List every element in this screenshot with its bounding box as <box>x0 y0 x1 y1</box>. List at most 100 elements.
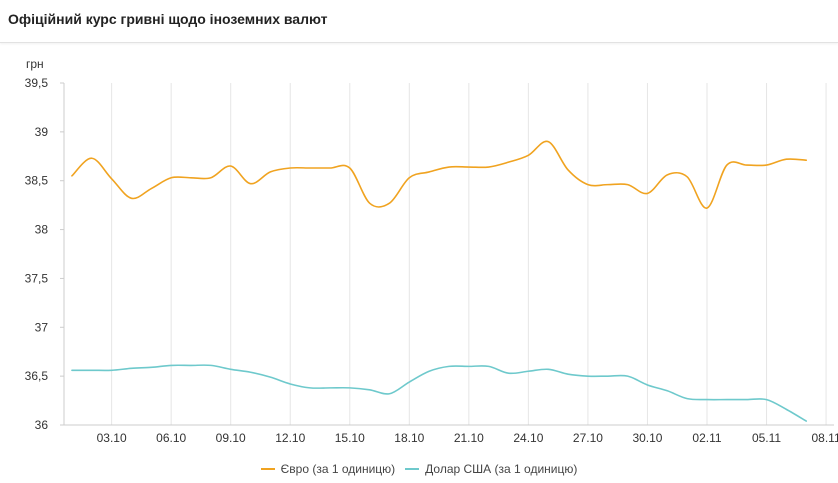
data-point[interactable] <box>802 417 810 425</box>
data-point[interactable] <box>663 387 671 395</box>
data-point[interactable] <box>147 363 155 371</box>
data-point[interactable] <box>584 372 592 380</box>
data-point[interactable] <box>723 161 731 169</box>
data-point[interactable] <box>227 162 235 170</box>
data-point[interactable] <box>425 168 433 176</box>
data-point[interactable] <box>247 180 255 188</box>
x-tick-label: 09.10 <box>216 431 246 445</box>
data-point[interactable] <box>445 362 453 370</box>
chart-title: Офіційний курс гривні щодо іноземних вал… <box>8 11 328 27</box>
data-point[interactable] <box>346 164 354 172</box>
data-point[interactable] <box>445 163 453 171</box>
data-point[interactable] <box>425 367 433 375</box>
data-point[interactable] <box>465 163 473 171</box>
legend-item-euro[interactable]: Євро (за 1 одиницю) <box>260 462 395 476</box>
y-tick-label: 37 <box>35 320 49 334</box>
data-point[interactable] <box>326 164 334 172</box>
data-point[interactable] <box>763 396 771 404</box>
data-point[interactable] <box>782 155 790 163</box>
data-point[interactable] <box>624 181 632 189</box>
data-point[interactable] <box>624 372 632 380</box>
data-point[interactable] <box>485 163 493 171</box>
data-point[interactable] <box>604 181 612 189</box>
data-point[interactable] <box>743 161 751 169</box>
x-tick-label: 05.11 <box>752 431 781 445</box>
data-point[interactable] <box>723 396 731 404</box>
x-tick-label: 18.10 <box>394 431 424 445</box>
data-point[interactable] <box>187 361 195 369</box>
data-point[interactable] <box>147 185 155 193</box>
series-layer <box>68 138 810 425</box>
y-unit-label: грн <box>26 57 44 71</box>
data-point[interactable] <box>68 172 76 180</box>
y-tick-label: 36 <box>35 418 49 432</box>
data-point[interactable] <box>326 384 334 392</box>
data-point[interactable] <box>207 361 215 369</box>
data-point[interactable] <box>802 156 810 164</box>
data-point[interactable] <box>88 154 96 162</box>
x-tick-label: 02.11 <box>692 431 721 445</box>
data-point[interactable] <box>564 166 572 174</box>
data-point[interactable] <box>266 373 274 381</box>
y-tick-label: 39,5 <box>25 76 49 90</box>
data-point[interactable] <box>385 390 393 398</box>
data-point[interactable] <box>366 386 374 394</box>
data-point[interactable] <box>306 384 314 392</box>
data-point[interactable] <box>108 175 116 183</box>
x-tick-label: 21.10 <box>454 431 484 445</box>
data-point[interactable] <box>207 174 215 182</box>
data-point[interactable] <box>247 368 255 376</box>
data-point[interactable] <box>703 396 711 404</box>
data-point[interactable] <box>584 181 592 189</box>
axes: 03.10 06.10 09.10 12.10 15.10 18.10 21.10 24.10… <box>25 76 838 445</box>
legend-item-usd[interactable]: Долар США (за 1 одиницю) <box>405 462 577 476</box>
data-point[interactable] <box>88 366 96 374</box>
legend-label-usd: Долар США (за 1 одиницю) <box>425 462 578 476</box>
data-point[interactable] <box>485 362 493 370</box>
data-point[interactable] <box>663 171 671 179</box>
x-tick-label: 15.10 <box>335 431 365 445</box>
data-point[interactable] <box>286 380 294 388</box>
x-tick-label: 03.10 <box>97 431 127 445</box>
data-point[interactable] <box>167 361 175 369</box>
y-tick-label: 37,5 <box>25 271 49 285</box>
data-point[interactable] <box>604 372 612 380</box>
x-tick-label: 30.10 <box>632 431 662 445</box>
data-point[interactable] <box>68 366 76 374</box>
data-point[interactable] <box>782 405 790 413</box>
series-line-euro <box>71 140 808 209</box>
data-point[interactable] <box>683 395 691 403</box>
data-point[interactable] <box>187 174 195 182</box>
data-point[interactable] <box>366 199 374 207</box>
data-point[interactable] <box>564 370 572 378</box>
x-tick-label: 27.10 <box>573 431 603 445</box>
data-point[interactable] <box>524 367 532 375</box>
data-point[interactable] <box>524 151 532 159</box>
data-point[interactable] <box>544 365 552 373</box>
data-point[interactable] <box>286 164 294 172</box>
data-point[interactable] <box>306 164 314 172</box>
data-point[interactable] <box>385 199 393 207</box>
data-point[interactable] <box>108 366 116 374</box>
data-point[interactable] <box>505 369 513 377</box>
x-tick-label: 24.10 <box>513 431 543 445</box>
data-point[interactable] <box>505 158 513 166</box>
data-point[interactable] <box>683 173 691 181</box>
data-point[interactable] <box>643 189 651 197</box>
data-point[interactable] <box>227 365 235 373</box>
data-point[interactable] <box>544 138 552 146</box>
data-point[interactable] <box>465 362 473 370</box>
data-point[interactable] <box>127 194 135 202</box>
data-point[interactable] <box>266 168 274 176</box>
data-point[interactable] <box>127 364 135 372</box>
data-point[interactable] <box>703 204 711 212</box>
x-tick-label: 08.11 <box>811 431 838 445</box>
data-point[interactable] <box>405 378 413 386</box>
data-point[interactable] <box>167 174 175 182</box>
y-tick-label: 36,5 <box>25 369 49 383</box>
data-point[interactable] <box>763 161 771 169</box>
data-point[interactable] <box>643 381 651 389</box>
data-point[interactable] <box>405 174 413 182</box>
data-point[interactable] <box>346 384 354 392</box>
data-point[interactable] <box>743 396 751 404</box>
